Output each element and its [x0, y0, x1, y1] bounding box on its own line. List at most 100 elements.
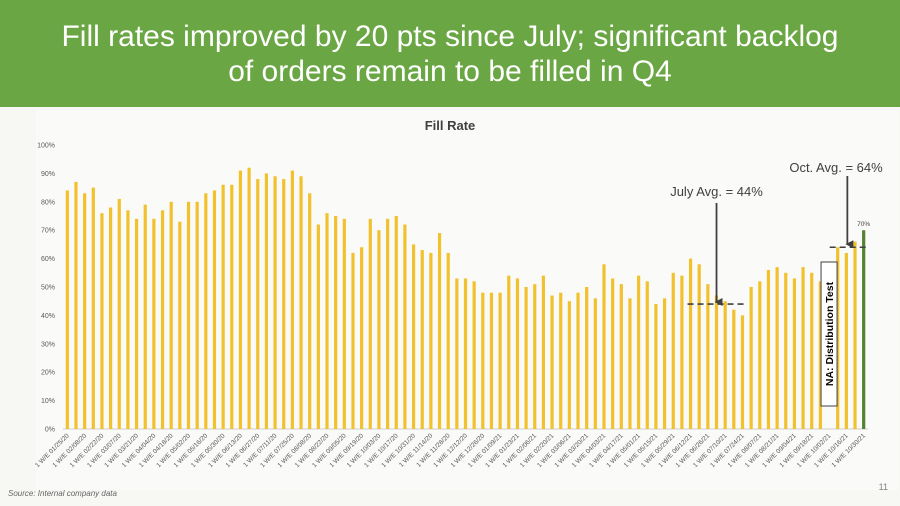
- bar: [342, 218, 346, 429]
- bar: [749, 287, 753, 429]
- y-tick-label: 10%: [41, 398, 55, 405]
- y-tick-label: 20%: [41, 370, 55, 377]
- bar: [619, 284, 623, 429]
- bar: [654, 304, 658, 429]
- bar: [117, 198, 121, 429]
- bar: [593, 298, 597, 429]
- bar: [533, 284, 537, 429]
- bar: [230, 184, 234, 429]
- y-tick-label: 30%: [41, 341, 55, 348]
- bar: [334, 216, 338, 429]
- bar: [775, 267, 779, 429]
- chart-title: Fill Rate: [425, 118, 476, 133]
- bar: [810, 272, 814, 429]
- bar: [74, 181, 78, 429]
- y-tick-label: 90%: [41, 171, 55, 178]
- bar: [264, 173, 269, 429]
- bar: [463, 278, 468, 429]
- bar: [498, 292, 502, 429]
- bar: [862, 230, 866, 429]
- bar: [507, 275, 511, 429]
- bar: [160, 210, 165, 429]
- bar: [723, 301, 727, 429]
- y-tick-label: 60%: [41, 256, 55, 263]
- page-number: 11: [878, 482, 888, 492]
- bar: [611, 278, 615, 429]
- bar: [109, 207, 113, 429]
- bar: [385, 218, 390, 429]
- oct-avg-label: Oct. Avg. = 64%: [789, 160, 883, 175]
- bar: [221, 184, 225, 429]
- bar: [247, 167, 251, 429]
- bar: [706, 284, 710, 429]
- na-box-label: NA: Distribution Test: [824, 281, 836, 386]
- bar: [766, 269, 771, 429]
- bar: [472, 281, 476, 429]
- bar: [550, 295, 554, 429]
- bar: [446, 252, 450, 429]
- bar: [238, 170, 243, 429]
- bar: [273, 176, 277, 429]
- bar: [394, 216, 398, 429]
- y-tick-label: 50%: [41, 285, 55, 292]
- bar: [585, 287, 589, 429]
- bar: [628, 298, 632, 429]
- bar: [455, 278, 459, 429]
- y-tick-label: 80%: [41, 199, 55, 206]
- bar: [143, 204, 147, 429]
- bar: [212, 190, 217, 429]
- slide-header: Fill rates improved by 20 pts since July…: [0, 0, 900, 107]
- bar: [282, 179, 286, 429]
- bar: [637, 275, 641, 429]
- bar: [256, 179, 260, 429]
- bar: [178, 221, 182, 429]
- bar: [732, 309, 736, 429]
- bar: [204, 193, 208, 429]
- slide-title: Fill rates improved by 20 pts since July…: [61, 19, 839, 88]
- bar: [351, 252, 355, 429]
- data-label: 70%: [857, 221, 870, 228]
- bar: [420, 250, 424, 429]
- bar: [437, 233, 442, 429]
- bar: [792, 278, 797, 429]
- fill-rate-chart: Fill Rate 0% 10% 20% 30% 40% 50% 60% 70% 80% 90% 10…: [34, 110, 898, 490]
- bar: [818, 281, 822, 429]
- na-box: [820, 261, 838, 407]
- y-tick-label: 40%: [41, 313, 55, 320]
- bar: [91, 187, 95, 429]
- bar: [688, 258, 693, 429]
- bar: [65, 190, 69, 429]
- bar: [429, 252, 433, 429]
- bar: [308, 193, 312, 429]
- bar: [489, 292, 494, 429]
- bar: [784, 272, 788, 429]
- bar: [576, 292, 580, 429]
- y-tick-label: 100%: [37, 143, 55, 150]
- bar: [671, 272, 675, 429]
- bar: [134, 218, 139, 429]
- bar: [559, 292, 563, 429]
- bar: [100, 213, 104, 429]
- bar: [697, 264, 701, 429]
- bar: [853, 241, 857, 429]
- bar: [152, 218, 156, 429]
- bar: [290, 170, 294, 429]
- bar: [325, 213, 329, 429]
- y-tick-label: 0%: [45, 427, 55, 434]
- bar: [360, 247, 364, 429]
- bar: [299, 176, 303, 429]
- bar: [524, 287, 528, 429]
- source-note: Source: Internal company data: [8, 489, 117, 498]
- bar: [645, 281, 649, 429]
- bar: [126, 210, 130, 429]
- bar: [377, 230, 381, 429]
- bar: [714, 295, 719, 429]
- july-avg-label: July Avg. = 44%: [670, 184, 763, 199]
- bar: [541, 275, 546, 429]
- y-tick-label: 70%: [41, 228, 55, 235]
- bar: [195, 201, 199, 429]
- bar: [481, 292, 485, 429]
- bar: [602, 264, 606, 429]
- bar: [567, 301, 571, 429]
- bar: [316, 224, 320, 429]
